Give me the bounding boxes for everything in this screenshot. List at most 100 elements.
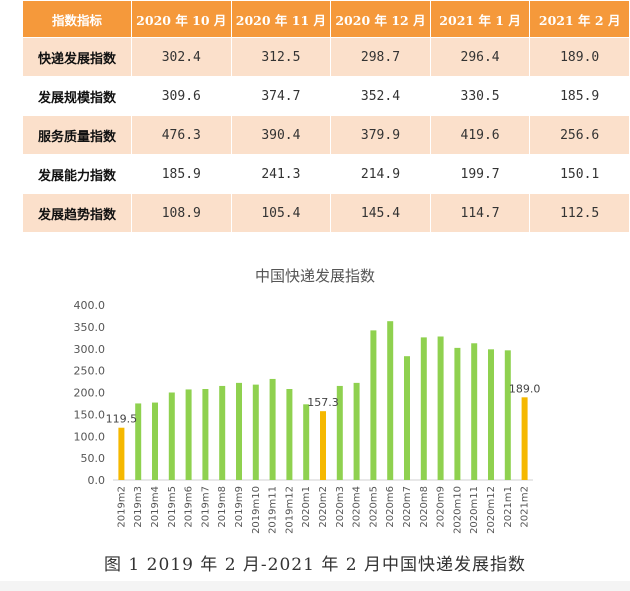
y-tick-label: 150.0: [74, 408, 106, 421]
bar: [353, 382, 360, 480]
bottom-bar: [0, 581, 630, 591]
index-table: 指数指标 2020 年 10 月 2020 年 11 月 2020 年 12 月 202…: [22, 0, 630, 233]
y-tick-label: 50.0: [81, 452, 106, 465]
table-cell: 330.5: [429, 76, 531, 116]
x-tick-label: 2019m8: [217, 486, 228, 528]
y-tick-label: 300.0: [74, 343, 106, 356]
table-cell: 185.9: [131, 154, 232, 194]
bar: [504, 350, 511, 480]
x-tick-label: 2020m11: [469, 486, 480, 534]
bar: [488, 349, 494, 480]
x-tick-label: 2019m10: [251, 486, 262, 534]
x-tick-label: 2019m4: [150, 486, 161, 528]
table-cell: 419.6: [429, 115, 531, 155]
bar: [135, 403, 142, 480]
bar: [303, 404, 310, 480]
table-cell: 150.1: [529, 154, 630, 194]
bar: [252, 384, 259, 480]
bar: [202, 389, 209, 480]
x-tick-label: 2020m5: [368, 486, 379, 528]
table-cell: 114.7: [429, 193, 531, 233]
highlight-bar: [118, 427, 125, 480]
table-header-cell: 2020 年 10 月: [131, 0, 232, 38]
table-header-cell: 2020 年 12 月: [330, 0, 431, 38]
x-tick-label: 2021m2: [520, 486, 531, 528]
y-tick-label: 100.0: [74, 430, 106, 443]
x-tick-label: 2019m9: [234, 486, 245, 528]
table-header-cell: 2021 年 1 月: [429, 0, 531, 38]
bar: [437, 336, 444, 480]
figure-caption: 图 1 2019 年 2 月-2021 年 2 月中国快递发展指数: [104, 555, 526, 575]
x-tick-label: 2019m12: [284, 486, 295, 534]
data-label: 189.0: [509, 382, 541, 395]
table-body: 快递发展指数 302.4 312.5 298.7 296.4 189.0 发展规模指数 309…: [22, 37, 630, 233]
data-label: 157.3: [307, 396, 339, 409]
bar: [454, 347, 461, 480]
y-tick-label: 200.0: [74, 387, 106, 400]
table-cell: 390.4: [230, 115, 332, 155]
chart-title: 中国快递发展指数: [254, 267, 375, 285]
table-row: 发展能力指数 185.9 241.3 214.9 199.7 150.1: [22, 154, 630, 194]
table-cell: 312.5: [230, 37, 332, 77]
y-tick-label: 350.0: [74, 321, 106, 334]
x-tick-label: 2019m6: [184, 486, 195, 528]
x-tick-label: 2020m10: [452, 486, 463, 534]
bar: [269, 378, 276, 480]
table-row: 发展趋势指数 108.9 105.4 145.4 114.7 112.5: [22, 193, 630, 233]
table-cell: 476.3: [131, 115, 232, 155]
highlight-bar: [320, 411, 326, 480]
table-header-cell: 指数指标: [22, 0, 132, 38]
table-cell: 199.7: [429, 154, 531, 194]
table-header-cell: 2020 年 11 月: [230, 0, 332, 38]
bar: [152, 402, 158, 480]
x-tick-label: 2020m9: [436, 486, 447, 528]
x-tick-label: 2020m12: [486, 486, 497, 534]
row-label: 快递发展指数: [22, 37, 132, 77]
x-tick-label: 2020m3: [335, 486, 346, 528]
bar: [370, 330, 377, 480]
bar: [387, 321, 394, 480]
bar: [420, 337, 427, 480]
highlight-bar: [521, 397, 528, 480]
x-tick-label: 2020m8: [419, 486, 430, 528]
bar-chart: 0.0 50.0 100.0 150.0 200.0 250.0 300.0 350.0 400…: [74, 299, 541, 534]
table-header-row: 指数指标 2020 年 10 月 2020 年 11 月 2020 年 12 月 202…: [22, 0, 630, 38]
x-tick-label: 2019m5: [167, 486, 178, 528]
x-tick-label: 2020m6: [385, 486, 396, 528]
x-tick-label: 2019m11: [268, 486, 279, 534]
x-tick-label: 2019m2: [116, 486, 127, 528]
table-header-cell: 2021 年 2 月: [529, 0, 630, 38]
table-row: 快递发展指数 302.4 312.5 298.7 296.4 189.0: [22, 37, 630, 77]
bar: [404, 356, 410, 480]
x-tick-label: 2020m7: [402, 486, 413, 528]
table-cell: 309.6: [131, 76, 232, 116]
row-label: 发展趋势指数: [22, 193, 132, 233]
bar: [185, 389, 192, 480]
bar: [471, 343, 478, 480]
table-cell: 241.3: [230, 154, 332, 194]
table-cell: 185.9: [529, 76, 630, 116]
bar: [236, 382, 242, 480]
bar: [168, 392, 175, 480]
table-cell: 379.9: [330, 115, 431, 155]
x-tick-label: 2020m1: [301, 486, 312, 528]
table-cell: 298.7: [330, 37, 431, 77]
bar: [286, 389, 293, 480]
table-cell: 214.9: [330, 154, 431, 194]
table-cell: 145.4: [330, 193, 431, 233]
x-tick-label: 2019m7: [200, 486, 211, 528]
table-cell: 302.4: [131, 37, 232, 77]
table-row: 发展规模指数 309.6 374.7 352.4 330.5 185.9: [22, 76, 630, 116]
bar: [219, 385, 226, 480]
row-label: 发展规模指数: [22, 76, 132, 116]
table-cell: 108.9: [131, 193, 232, 233]
x-tick-label: 2020m4: [352, 486, 363, 528]
table-cell: 105.4: [230, 193, 332, 233]
y-tick-label: 400.0: [74, 299, 106, 312]
table-cell: 256.6: [529, 115, 630, 155]
row-label: 发展能力指数: [22, 154, 132, 194]
y-tick-label: 0.0: [88, 474, 106, 487]
x-tick-label: 2021m1: [503, 486, 514, 528]
table-cell: 112.5: [529, 193, 630, 233]
x-tick-label: 2019m3: [133, 486, 144, 528]
